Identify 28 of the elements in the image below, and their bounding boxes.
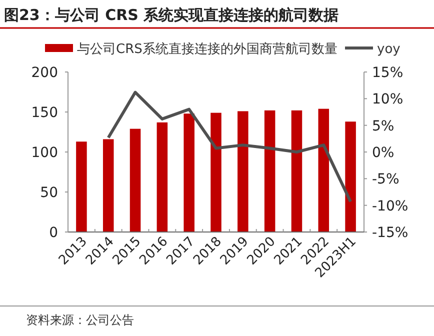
bar (76, 142, 87, 232)
y2-tick-label: 5% (372, 118, 394, 134)
bar (291, 110, 302, 232)
y-tick-label: 50 (40, 185, 58, 201)
y-tick-label: 100 (31, 145, 58, 161)
chart-title: 图23：与公司 CRS 系统实现直接连接的航司数据 (4, 6, 339, 24)
legend-label: yoy (377, 42, 401, 57)
bar (130, 128, 141, 232)
y2-tick-label: -5% (372, 172, 400, 188)
bar (156, 122, 168, 232)
text: 资料来源：公司公告 (26, 313, 134, 327)
y2-tick-label: 10% (372, 92, 404, 108)
line-series (106, 90, 352, 204)
y-tick-label: 0 (49, 225, 58, 241)
y2-tick-label: -10% (372, 198, 408, 214)
legend-label: 与公司CRS系统直接连接的外国商营航司数量 (77, 42, 338, 57)
bar (264, 110, 276, 232)
bar (102, 139, 114, 232)
bar (345, 122, 356, 232)
bar (210, 112, 222, 232)
bar (184, 114, 194, 232)
bar (318, 108, 330, 232)
y-tick-label: 150 (31, 105, 58, 121)
y-tick-label: 200 (31, 65, 58, 81)
y2-tick-label: 0% (372, 145, 394, 161)
y2-tick-label: -15% (372, 225, 408, 241)
bar (238, 111, 248, 232)
y2-tick-label: 15% (372, 65, 404, 81)
